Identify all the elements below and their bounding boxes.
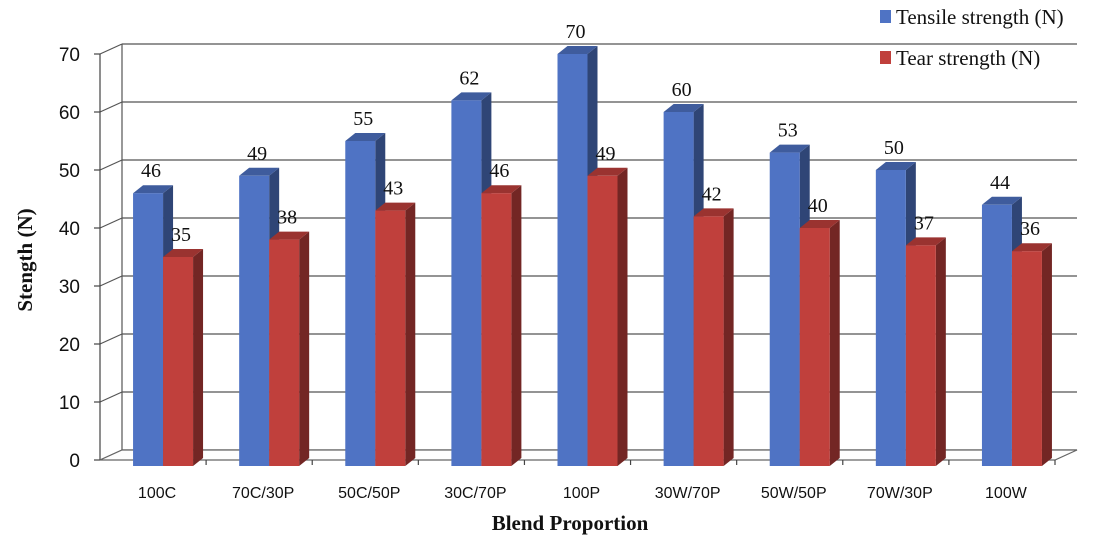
x-tick-label: 70W/30P (867, 485, 933, 502)
tensile-bar (557, 54, 588, 466)
tear-bar (163, 257, 194, 466)
bar-side (299, 231, 310, 466)
bar-top (587, 167, 628, 176)
y-tick-label: 0 (69, 451, 80, 472)
tensile-bar (875, 170, 906, 466)
bar-top (345, 133, 386, 141)
x-axis-title: Blend Proportion (492, 511, 649, 535)
x-tick-label: 100P (563, 485, 600, 502)
gridline-depth (99, 43, 123, 55)
gridline-depth (99, 101, 123, 113)
tear-bar (481, 193, 512, 466)
bar-top (769, 144, 810, 153)
gridline-depth (99, 333, 123, 345)
bar-top (451, 92, 492, 101)
y-tick-label: 60 (59, 103, 80, 124)
data-label: 43 (383, 178, 403, 200)
bar-top (133, 185, 174, 194)
tear-bar (693, 216, 724, 466)
data-label: 44 (990, 172, 1010, 194)
y-tick-label: 50 (59, 161, 80, 182)
tensile-bar (133, 193, 164, 466)
bar-top (875, 162, 916, 170)
data-label: 46 (489, 160, 509, 182)
bar-top (163, 249, 204, 257)
bar-side (617, 167, 628, 467)
bar-top (1011, 243, 1052, 252)
bar-top (693, 208, 734, 217)
bar-top (481, 185, 522, 194)
tear-bar (799, 228, 830, 466)
tensile-bar (345, 141, 376, 466)
data-label: 38 (277, 207, 297, 229)
legend: Tensile strength (N) Tear strength (N) (880, 5, 1064, 70)
x-tick-label: 50W/50P (761, 485, 827, 502)
y-tick-label: 10 (59, 393, 80, 414)
data-label: 49 (596, 143, 616, 165)
data-label: 55 (353, 108, 373, 130)
data-label: 53 (778, 120, 798, 142)
data-label: 70 (566, 21, 586, 43)
gridline-depth (99, 159, 123, 171)
data-label: 42 (702, 183, 722, 205)
bar-side (405, 202, 416, 466)
tear-bar (269, 239, 300, 466)
bar-side (829, 220, 840, 466)
data-label: 62 (459, 67, 479, 89)
tear-bar (905, 245, 936, 466)
tear-bar (1011, 251, 1042, 466)
bar-side (511, 185, 522, 466)
bar-top (981, 196, 1022, 205)
tensile-bar (981, 204, 1012, 467)
y-tick-label: 70 (59, 45, 80, 66)
tensile-bar (451, 100, 482, 467)
tensile-bar (663, 112, 694, 466)
x-tick-label: 100C (138, 485, 176, 502)
x-tick-label: 100W (985, 485, 1028, 502)
y-tick-label: 30 (59, 277, 80, 298)
tear-bar (375, 210, 406, 466)
legend-swatch-tensile (880, 10, 891, 23)
tear-bar (587, 175, 618, 467)
bar-top (269, 231, 310, 240)
x-tick-label: 50C/50P (338, 485, 400, 502)
data-label: 40 (808, 195, 828, 217)
bar-side (193, 249, 204, 466)
x-tick-label: 30C/70P (444, 485, 506, 502)
data-label: 49 (247, 143, 267, 165)
y-axis-title: Stength (N) (13, 208, 37, 311)
data-label: 37 (914, 212, 934, 234)
y-tick-label: 40 (59, 219, 80, 240)
bar-top (663, 104, 704, 112)
data-label: 60 (672, 79, 692, 101)
bar-top (239, 167, 280, 176)
legend-label-tensile: Tensile strength (N) (896, 5, 1064, 29)
data-label: 46 (141, 160, 161, 182)
data-label: 50 (884, 137, 904, 159)
bar-top (557, 46, 598, 54)
gridline-depth (99, 217, 123, 229)
data-labels: 46 35 49 38 55 43 62 46 70 49 60 42 53 40 50 37 44 36 (141, 21, 1040, 246)
x-tick-label: 70C/30P (232, 485, 294, 502)
x-tick-label: 30W/70P (655, 485, 721, 502)
gridline-depth (99, 275, 123, 287)
tensile-bar (239, 175, 270, 467)
tensile-bar (769, 152, 800, 466)
bar-top (375, 202, 416, 211)
data-label: 35 (171, 224, 191, 246)
bar-side (1041, 243, 1052, 466)
bar-side (935, 237, 946, 466)
bars (133, 46, 1052, 467)
legend-label-tear: Tear strength (N) (896, 46, 1040, 70)
bar-top (905, 237, 946, 246)
data-label: 36 (1020, 218, 1040, 240)
bar-side (723, 208, 734, 466)
gridline-depth (99, 391, 123, 403)
y-tick-label: 20 (59, 335, 80, 356)
bar-top (799, 220, 840, 228)
legend-swatch-tear (880, 51, 891, 64)
